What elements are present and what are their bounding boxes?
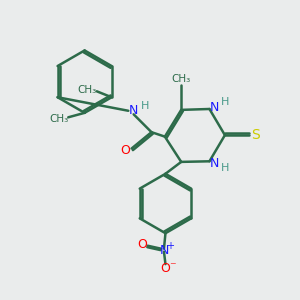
Text: CH₃: CH₃ [78,85,97,95]
Text: H: H [141,101,149,111]
Text: +: + [167,241,175,251]
Text: O: O [160,262,170,275]
Text: H: H [221,98,229,107]
Text: S: S [251,128,260,142]
Text: N: N [210,101,220,114]
Text: ⁻: ⁻ [169,260,175,273]
Text: N: N [129,104,138,117]
Text: H: H [221,163,229,173]
Text: CH₃: CH₃ [49,114,68,124]
Text: O: O [121,143,130,157]
Text: N: N [159,244,169,257]
Text: N: N [210,157,220,170]
Text: O: O [137,238,147,251]
Text: CH₃: CH₃ [172,74,191,84]
